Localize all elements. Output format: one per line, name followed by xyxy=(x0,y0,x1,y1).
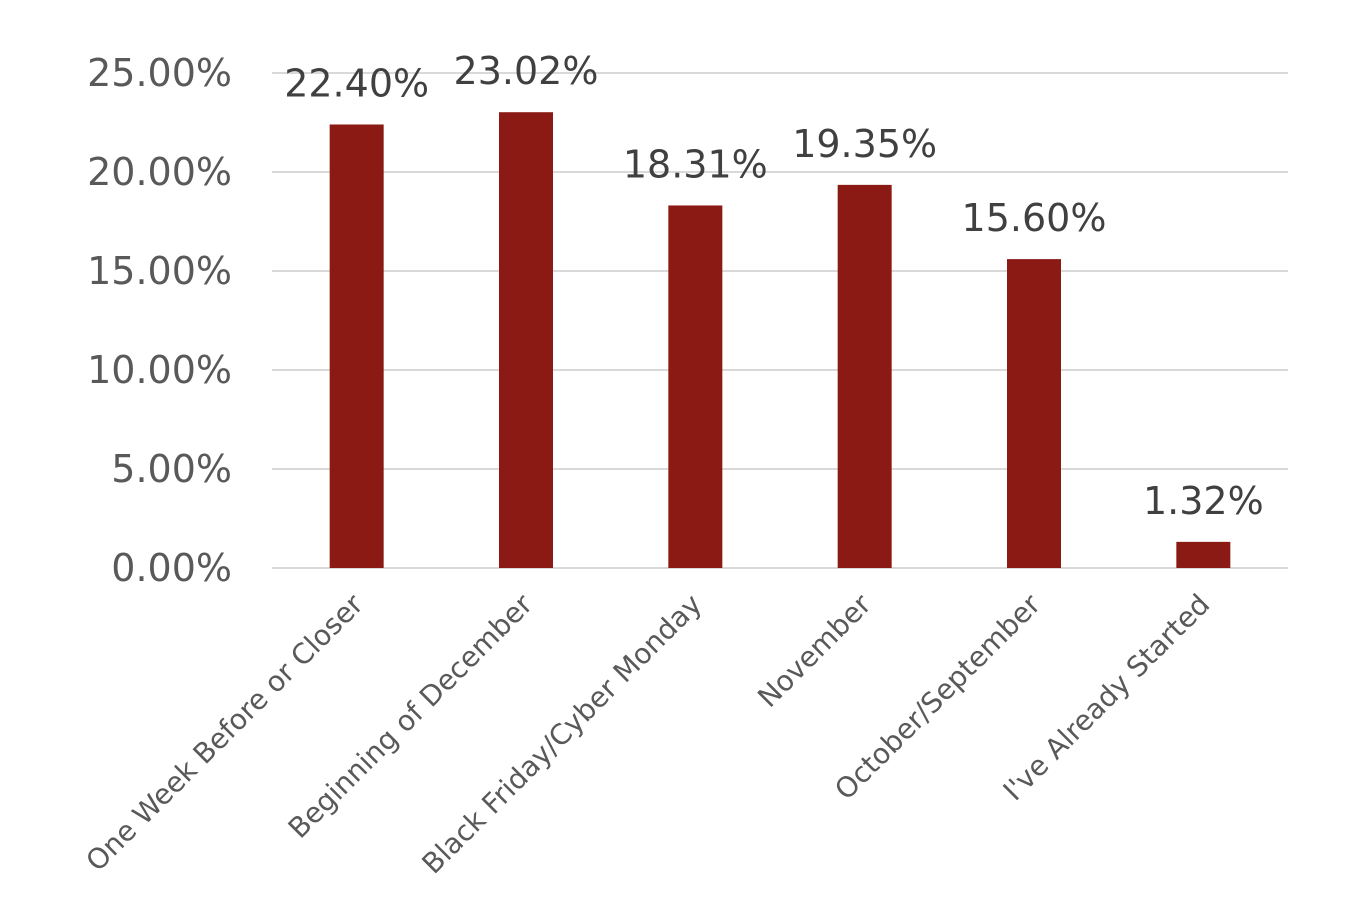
bars xyxy=(329,112,1231,568)
x-tick-label: Black Friday/Cyber Monday xyxy=(416,588,709,881)
bar xyxy=(837,184,892,568)
y-tick-label: 10.00% xyxy=(87,348,232,392)
x-tick-label: One Week Before or Closer xyxy=(79,587,369,877)
y-tick-label: 15.00% xyxy=(87,249,232,293)
y-tick-label: 20.00% xyxy=(87,150,232,194)
data-label: 23.02% xyxy=(454,49,599,93)
y-tick-label: 0.00% xyxy=(111,546,232,590)
bar xyxy=(499,112,553,568)
y-axis-ticks: 0.00% 5.00% 10.00% 15.00% 20.00% 25.00% xyxy=(87,51,232,590)
x-tick-label: November xyxy=(751,587,878,714)
data-label: 1.32% xyxy=(1143,479,1264,523)
y-tick-label: 25.00% xyxy=(87,51,232,95)
data-label: 19.35% xyxy=(792,122,937,166)
y-tick-label: 5.00% xyxy=(111,447,232,491)
data-label: 15.60% xyxy=(962,196,1107,240)
bar xyxy=(1176,541,1231,568)
data-label: 18.31% xyxy=(623,142,768,186)
bar xyxy=(668,205,723,568)
bar xyxy=(329,124,384,568)
data-label: 22.40% xyxy=(284,61,429,105)
data-labels: 22.40% 23.02% 18.31% 19.35% 15.60% 1.32% xyxy=(284,49,1263,523)
gridlines xyxy=(272,72,1288,569)
bar xyxy=(1007,259,1061,568)
